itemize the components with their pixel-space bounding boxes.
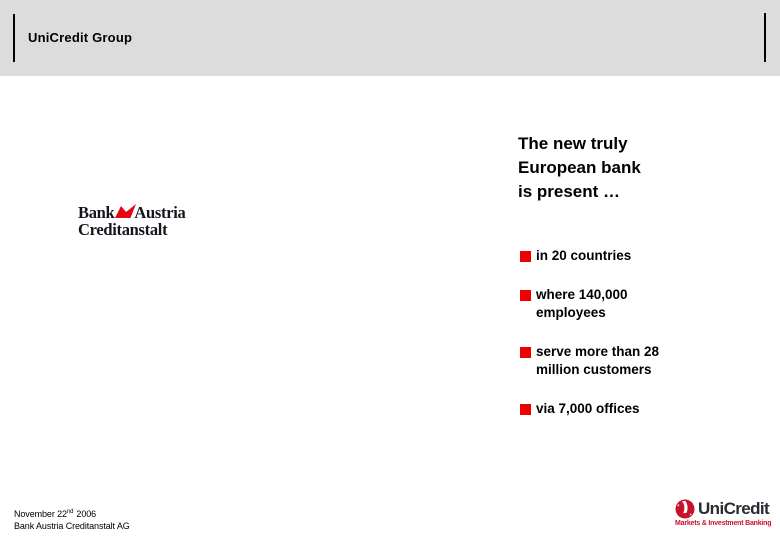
bullet-square-icon	[520, 347, 531, 358]
footer-date-ordinal: nd	[66, 509, 74, 515]
bullet-text: via 7,000 offices	[536, 401, 640, 416]
unicredit-logo-text: UniCredit	[698, 499, 770, 518]
bullet-square-icon	[520, 404, 531, 415]
bullet-square-icon	[520, 251, 531, 262]
slide-heading: The new truly European bank is present …	[518, 132, 753, 204]
bullet-square-icon	[520, 290, 531, 301]
bullet-text: where 140,000 employees	[536, 287, 628, 320]
heading-line: European bank	[518, 158, 641, 177]
header-right-rule	[764, 13, 766, 62]
heading-line: is present …	[518, 182, 621, 201]
footer-organization: Bank Austria Creditanstalt AG	[14, 521, 130, 531]
bullet-item: serve more than 28 million customers	[520, 343, 698, 379]
bank-austria-swoosh-icon	[115, 204, 137, 218]
bank-austria-logo: Bank Austria Creditanstalt	[78, 204, 186, 238]
heading-line: The new truly	[518, 134, 628, 153]
slide-content: The new truly European bank is present ……	[518, 132, 753, 439]
page-title: UniCredit Group	[28, 30, 133, 45]
bullet-item: in 20 countries	[520, 247, 698, 265]
footer-info: November 22nd 2006 Bank Austria Creditans…	[14, 506, 130, 532]
bullet-text: in 20 countries	[536, 248, 632, 263]
bullet-list: in 20 countries where 140,000 employees …	[518, 247, 753, 418]
bullet-item: via 7,000 offices	[520, 400, 698, 418]
bullet-item: where 140,000 employees	[520, 286, 698, 322]
unicredit-tagline: Markets & Investment Banking	[675, 520, 772, 527]
bank-austria-text-bank: Bank	[78, 202, 115, 222]
footer-date: November 22nd 2006	[14, 506, 130, 520]
bank-austria-text-austria: Austria	[134, 202, 186, 222]
unicredit-logo: UniCredit Markets & Investment Banking	[675, 499, 772, 527]
footer-date-main: November 22	[14, 509, 67, 519]
unicredit-sphere-icon	[675, 499, 695, 519]
footer-date-year: 2006	[76, 509, 97, 519]
bank-austria-logo-line1: Bank Austria	[78, 204, 186, 221]
slide-header: UniCredit Group	[0, 0, 780, 76]
header-left-rule	[13, 14, 15, 62]
bullet-text: serve more than 28 million customers	[536, 344, 660, 377]
bank-austria-text-creditanstalt: Creditanstalt	[78, 220, 168, 239]
unicredit-logo-row: UniCredit	[675, 499, 771, 519]
